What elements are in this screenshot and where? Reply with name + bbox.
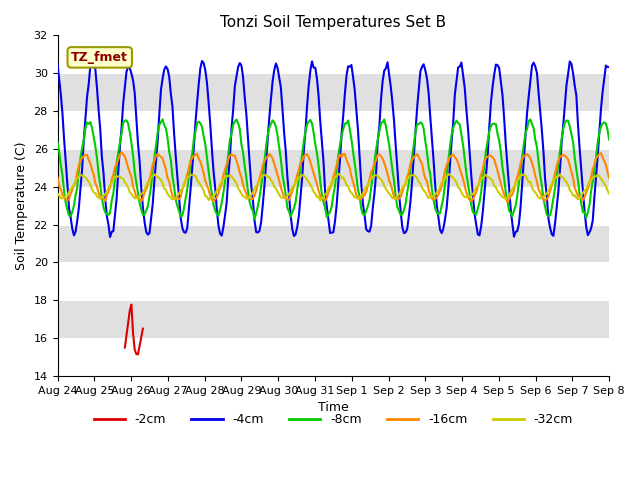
Bar <box>58 300 609 338</box>
Bar <box>58 111 609 149</box>
X-axis label: Time: Time <box>318 401 349 414</box>
Text: TZ_fmet: TZ_fmet <box>71 51 128 64</box>
Bar <box>58 263 609 300</box>
Bar <box>58 36 609 73</box>
Bar <box>58 149 609 187</box>
Legend: -2cm, -4cm, -8cm, -16cm, -32cm: -2cm, -4cm, -8cm, -16cm, -32cm <box>88 408 578 431</box>
Title: Tonzi Soil Temperatures Set B: Tonzi Soil Temperatures Set B <box>220 15 447 30</box>
Bar <box>58 338 609 376</box>
Y-axis label: Soil Temperature (C): Soil Temperature (C) <box>15 142 28 270</box>
Bar <box>58 73 609 111</box>
Bar <box>58 187 609 225</box>
Bar <box>58 225 609 263</box>
